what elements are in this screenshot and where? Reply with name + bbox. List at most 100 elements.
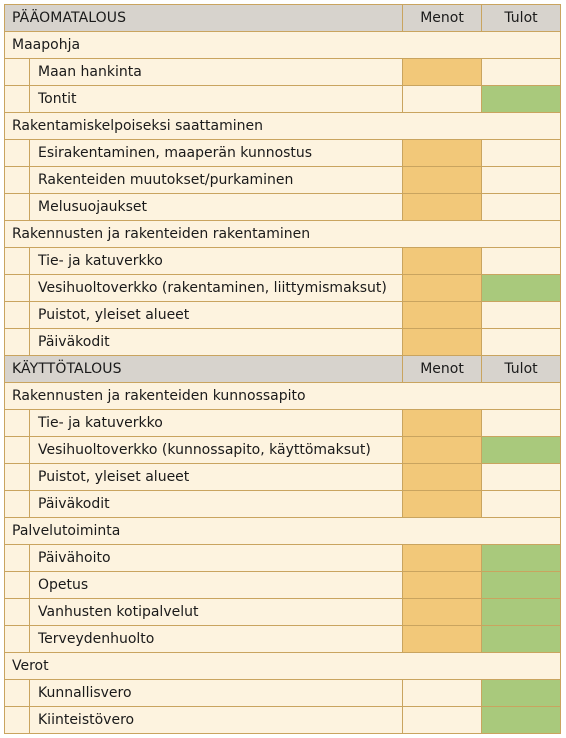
menot-marked-cell (402, 193, 482, 221)
indent-cell (4, 463, 30, 491)
section-title: PÄÄOMATALOUS (4, 4, 403, 32)
indent-cell (4, 625, 30, 653)
section-header-row: KÄYTTÖTALOUS Menot Tulot (4, 355, 561, 383)
group-label: Rakennusten ja rakenteiden rakentaminen (4, 220, 561, 248)
table-row: Tontit (4, 85, 561, 113)
item-label: Puistot, yleiset alueet (29, 301, 403, 329)
indent-cell (4, 436, 30, 464)
item-label: Puistot, yleiset alueet (29, 463, 403, 491)
menot-marked-cell (402, 490, 482, 518)
menot-marked-cell (402, 571, 482, 599)
indent-cell (4, 58, 30, 86)
menot-empty-cell (402, 706, 482, 734)
indent-cell (4, 706, 30, 734)
item-label: Tie- ja katuverkko (29, 409, 403, 437)
item-label: Tie- ja katuverkko (29, 247, 403, 275)
table-row: Opetus (4, 571, 561, 599)
tulot-marked-cell (481, 571, 561, 599)
table-row: Puistot, yleiset alueet (4, 301, 561, 329)
menot-marked-cell (402, 598, 482, 626)
indent-cell (4, 301, 30, 329)
indent-cell (4, 193, 30, 221)
item-label: Vesihuoltoverkko (rakentaminen, liittymi… (29, 274, 403, 302)
menot-empty-cell (402, 85, 482, 113)
tulot-empty-cell (481, 328, 561, 356)
table-row: Vanhusten kotipalvelut (4, 598, 561, 626)
indent-cell (4, 328, 30, 356)
item-label: Rakenteiden muutokset/purkaminen (29, 166, 403, 194)
table-row: Kiinteistövero (4, 706, 561, 734)
indent-cell (4, 274, 30, 302)
item-label: Kiinteistövero (29, 706, 403, 734)
section-header-row: PÄÄOMATALOUS Menot Tulot (4, 4, 561, 32)
indent-cell (4, 139, 30, 167)
table-row: Tie- ja katuverkko (4, 247, 561, 275)
table-row: Rakenteiden muutokset/purkaminen (4, 166, 561, 194)
menot-marked-cell (402, 301, 482, 329)
menot-marked-cell (402, 247, 482, 275)
item-label: Päiväkodit (29, 490, 403, 518)
tulot-marked-cell (481, 625, 561, 653)
menot-marked-cell (402, 139, 482, 167)
tulot-empty-cell (481, 193, 561, 221)
menot-marked-cell (402, 166, 482, 194)
column-header-menot: Menot (402, 355, 482, 383)
group-label: Verot (4, 652, 561, 680)
tulot-empty-cell (481, 58, 561, 86)
menot-marked-cell (402, 625, 482, 653)
item-label: Maan hankinta (29, 58, 403, 86)
group-row: Rakentamiskelpoiseksi saattaminen (4, 112, 561, 140)
table-row: Päiväkodit (4, 490, 561, 518)
group-label: Maapohja (4, 31, 561, 59)
group-row: Verot (4, 652, 561, 680)
table-row: Vesihuoltoverkko (rakentaminen, liittymi… (4, 274, 561, 302)
table-row: Terveydenhuolto (4, 625, 561, 653)
indent-cell (4, 85, 30, 113)
column-header-tulot: Tulot (481, 355, 561, 383)
table-row: Kunnallisvero (4, 679, 561, 707)
group-label: Rakentamiskelpoiseksi saattaminen (4, 112, 561, 140)
tulot-marked-cell (481, 598, 561, 626)
indent-cell (4, 544, 30, 572)
item-label: Opetus (29, 571, 403, 599)
item-label: Vanhusten kotipalvelut (29, 598, 403, 626)
indent-cell (4, 166, 30, 194)
budget-table-body: PÄÄOMATALOUS Menot Tulot Maapohja Maan hanki… (4, 4, 561, 734)
group-row: Rakennusten ja rakenteiden kunnossapito (4, 382, 561, 410)
item-label: Päivähoito (29, 544, 403, 572)
indent-cell (4, 679, 30, 707)
tulot-marked-cell (481, 679, 561, 707)
item-label: Tontit (29, 85, 403, 113)
tulot-empty-cell (481, 301, 561, 329)
table-row: Päiväkodit (4, 328, 561, 356)
menot-marked-cell (402, 58, 482, 86)
indent-cell (4, 490, 30, 518)
table-row: Päivähoito (4, 544, 561, 572)
budget-table: PÄÄOMATALOUS Menot Tulot Maapohja Maan hanki… (4, 4, 561, 734)
tulot-empty-cell (481, 247, 561, 275)
group-row: Maapohja (4, 31, 561, 59)
indent-cell (4, 409, 30, 437)
menot-marked-cell (402, 463, 482, 491)
tulot-empty-cell (481, 463, 561, 491)
indent-cell (4, 247, 30, 275)
indent-cell (4, 571, 30, 599)
table-row: Maan hankinta (4, 58, 561, 86)
table-row: Esirakentaminen, maaperän kunnostus (4, 139, 561, 167)
tulot-empty-cell (481, 166, 561, 194)
item-label: Terveydenhuolto (29, 625, 403, 653)
tulot-marked-cell (481, 85, 561, 113)
tulot-marked-cell (481, 274, 561, 302)
table-row: Melusuojaukset (4, 193, 561, 221)
group-row: Palvelutoiminta (4, 517, 561, 545)
section-title: KÄYTTÖTALOUS (4, 355, 403, 383)
column-header-menot: Menot (402, 4, 482, 32)
menot-marked-cell (402, 328, 482, 356)
tulot-empty-cell (481, 409, 561, 437)
item-label: Kunnallisvero (29, 679, 403, 707)
indent-cell (4, 598, 30, 626)
item-label: Vesihuoltoverkko (kunnossapito, käyttöma… (29, 436, 403, 464)
table-row: Puistot, yleiset alueet (4, 463, 561, 491)
tulot-empty-cell (481, 139, 561, 167)
column-header-tulot: Tulot (481, 4, 561, 32)
